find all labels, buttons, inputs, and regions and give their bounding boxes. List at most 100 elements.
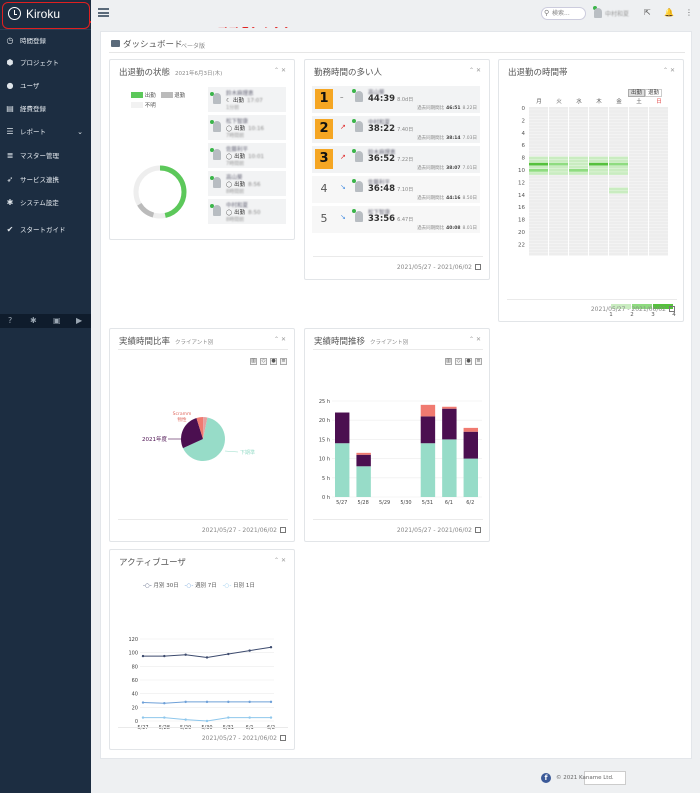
list-icon[interactable]: ≡: [475, 358, 482, 365]
heatmap-cell: [609, 134, 628, 138]
status-text: 出勤: [234, 154, 246, 160]
prev-time: 38:07: [446, 166, 461, 171]
heatmap-cell: [649, 159, 668, 163]
date-range[interactable]: 2021/05/27 - 2021/06/02: [397, 264, 481, 271]
heatmap-cell: [649, 175, 668, 178]
heatmap-cell: [549, 224, 568, 228]
sidebar-item[interactable]: ▤ 経費登録: [0, 98, 91, 120]
avatar[interactable]: [594, 8, 602, 18]
work-time: 38:22 7.40日: [368, 124, 413, 134]
cubes-icon[interactable]: ◇: [260, 358, 267, 365]
chart-mode-icon[interactable]: ▥: [445, 358, 452, 365]
heatmap-cell: [529, 147, 548, 151]
brand[interactable]: Kiroku: [0, 0, 91, 30]
day-label: 金: [616, 97, 622, 105]
heatmap-cell: [529, 162, 548, 166]
work-days: 7.10日: [397, 187, 414, 193]
heatmap-cell: [529, 234, 548, 237]
ranking-row: 2 ↗ 中村和夏 38:22 7.40日 過去同期間比 38:14 7.03日: [312, 116, 480, 143]
avatar: [213, 205, 221, 216]
heatmap-cell: [609, 144, 628, 147]
attendance-card: 佐藤利平 ◯ 出勤 10:01 7時間前: [208, 143, 286, 168]
heatmap-cell: [629, 190, 648, 194]
panel-controls[interactable]: ⌃ ✕: [469, 336, 481, 343]
bar-segment: [335, 412, 350, 444]
hour-label: 8: [522, 156, 526, 162]
heatmap-cell: [649, 193, 668, 197]
share-icon[interactable]: ⇱: [644, 8, 651, 17]
online-dot: [352, 89, 356, 93]
heatmap-cell: [589, 138, 608, 141]
sidebar-item[interactable]: ◷ 時間登録: [0, 30, 91, 52]
lock-icon[interactable]: ▣: [53, 316, 61, 325]
date-range[interactable]: 2021/05/27 - 2021/06/02: [591, 306, 675, 313]
date-range[interactable]: 2021/05/27 - 2021/06/02: [397, 527, 481, 534]
facebook-icon[interactable]: f: [541, 773, 551, 783]
panel-controls[interactable]: ⌃ ✕: [274, 336, 286, 343]
heatmap-cell: [589, 190, 608, 194]
heatmap-cell: [609, 150, 628, 154]
sidebar-item[interactable]: ✔ スタートガイド: [0, 219, 91, 241]
sidebar-item[interactable]: ➶ サービス連携: [0, 169, 91, 191]
heatmap-cell: [609, 218, 628, 222]
online-dot: [352, 209, 356, 213]
user-icon[interactable]: ●: [465, 358, 472, 365]
panel-title: アクティブユーザ: [119, 558, 186, 568]
data-point: [227, 652, 230, 656]
search-icon: ⚲: [544, 9, 550, 17]
search-input[interactable]: ⚲ 検索...: [541, 7, 586, 20]
sidebar-item[interactable]: ● ユーザ: [0, 75, 91, 97]
play-icon[interactable]: ▶: [76, 316, 83, 325]
panel-controls[interactable]: ⌃ ✕: [274, 557, 286, 564]
panel-controls[interactable]: ⌃ ✕: [274, 67, 286, 74]
toggle-in: 出勤: [628, 89, 646, 97]
bar-segment: [356, 454, 371, 467]
heatmap-cell: [609, 116, 628, 120]
sidebar-item[interactable]: ✱ システム設定: [0, 192, 91, 214]
heatmap-cell: [609, 110, 628, 113]
heatmap-cell: [609, 181, 628, 185]
heatmap-cell: [589, 200, 608, 203]
date-range[interactable]: 2021/05/27 - 2021/06/02: [202, 527, 286, 534]
heatmap-cell: [529, 153, 548, 157]
ranking-row: 3 ↗ 鈴木麻理恵 36:52 7.22日 過去同期間比 38:07 7.01日: [312, 146, 480, 173]
heatmap-cell: [569, 150, 588, 154]
heatmap-cell: [629, 156, 648, 160]
cubes-icon[interactable]: ◇: [455, 358, 462, 365]
heatmap-cell: [529, 187, 548, 191]
panel-controls[interactable]: ⌃ ✕: [663, 67, 675, 74]
chart-mode-icon[interactable]: ▥: [250, 358, 257, 365]
sidebar-item[interactable]: ☰ レポート ⌄: [0, 121, 91, 143]
user-icon[interactable]: ●: [270, 358, 277, 365]
prev-period: 過去同期間比 40:08 8.01日: [417, 225, 477, 231]
heatmap-cell: [629, 240, 648, 244]
status-text: 出勤: [232, 98, 244, 104]
main-content: ダッシュボード ベータ版 出退勤の状態 2021年6月3日(木) ⌃ ✕ 出勤 退…: [100, 31, 692, 759]
bell-icon[interactable]: 🔔: [664, 8, 674, 17]
avatar: [355, 151, 363, 162]
divider: [507, 299, 677, 300]
gear-icon[interactable]: ✱: [30, 316, 37, 325]
kebab-icon[interactable]: ⋮: [685, 8, 693, 17]
panel-controls[interactable]: ⌃ ✕: [469, 67, 481, 74]
online-dot: [352, 179, 356, 183]
attendance-card: 高山葵 ◯ 出勤 8:56 8時間前: [208, 171, 286, 196]
list-icon[interactable]: ≡: [280, 358, 287, 365]
date-range[interactable]: 2021/05/27 - 2021/06/02: [202, 735, 286, 742]
sidebar-item[interactable]: ⬢ プロジェクト: [0, 52, 91, 74]
active-legend: -○- 月別 30日 -○- 週別 7日 -○- 日別 1日: [143, 583, 255, 589]
user-name[interactable]: 中村和夏: [605, 11, 630, 18]
heatmap-cell: [569, 209, 588, 213]
heatmap-cell: [589, 240, 608, 244]
inout-toggle[interactable]: 出勤 退勤: [628, 88, 663, 97]
data-point: [205, 656, 209, 659]
pie-slice: [203, 417, 208, 439]
heatmap-cell: [589, 224, 608, 228]
menu-icon[interactable]: [98, 8, 109, 17]
data-point: [184, 653, 187, 656]
heatmap-cell: [589, 234, 608, 237]
heatmap-cell: [589, 209, 608, 213]
attendance-card: 松下智康 ◯ 出勤 10:16 7時間前: [208, 115, 286, 140]
sidebar-item[interactable]: ≣ マスター管理: [0, 145, 91, 167]
help-icon[interactable]: ?: [8, 316, 13, 325]
